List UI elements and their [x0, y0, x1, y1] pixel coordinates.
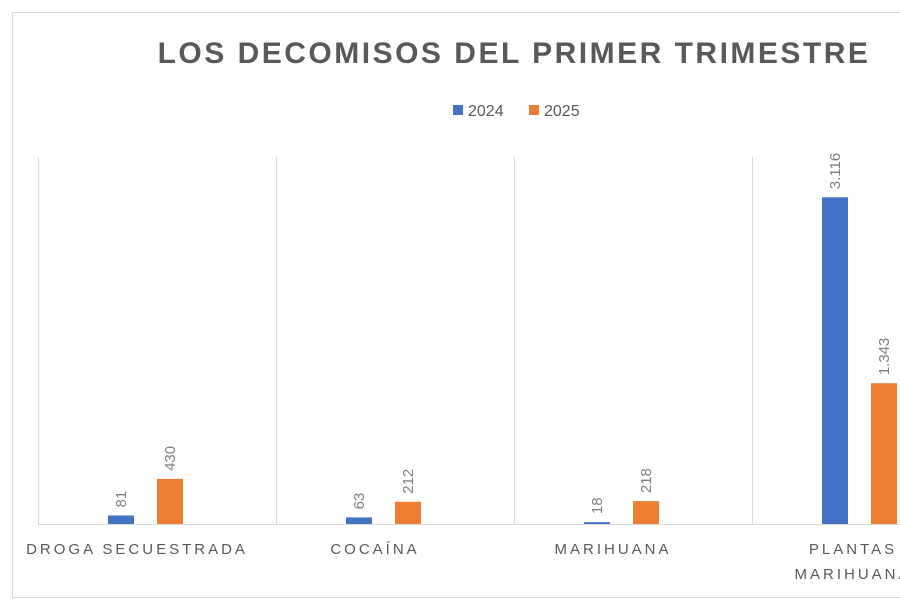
category-label: PLANTAS [809, 541, 897, 558]
legend-swatch-2025 [529, 105, 539, 115]
bar-2024 [584, 522, 610, 524]
bar-2025 [395, 501, 421, 524]
bar-2024 [346, 517, 372, 524]
data-label-2025: 218 [638, 468, 655, 493]
category-label: DROGA SECUESTRADA [26, 541, 248, 558]
plot-area: 81 430 DROGA SECUESTRADA 63 212 COCAÍNA 18 218 M… [26, 153, 900, 583]
data-label-2024: 81 [113, 491, 130, 508]
data-label-2025: 430 [162, 446, 179, 471]
data-label-2025: 1.343 [876, 338, 893, 376]
category-label: MARIHUANA [794, 566, 900, 583]
data-label-2024: 63 [351, 493, 368, 510]
legend-swatch-2024 [453, 105, 463, 115]
bar-2025 [633, 501, 659, 524]
bar-2024 [822, 197, 848, 524]
legend-label-2025: 2025 [544, 103, 580, 120]
bar-2024 [108, 515, 134, 524]
data-label-2025: 212 [400, 469, 417, 494]
bar-2025 [871, 383, 897, 524]
category-label: COCAÍNA [330, 541, 419, 558]
data-label-2024: 18 [589, 497, 606, 514]
data-label-2024: 3.116 [827, 153, 844, 189]
category-label: MARIHUANA [554, 541, 671, 558]
legend-label-2024: 2024 [468, 103, 504, 120]
chart-frame [12, 12, 900, 598]
chart-title: LOS DECOMISOS DEL PRIMER TRIMESTRE [158, 37, 871, 70]
legend: 2024 2025 [453, 103, 580, 120]
bar-2025 [157, 478, 183, 524]
